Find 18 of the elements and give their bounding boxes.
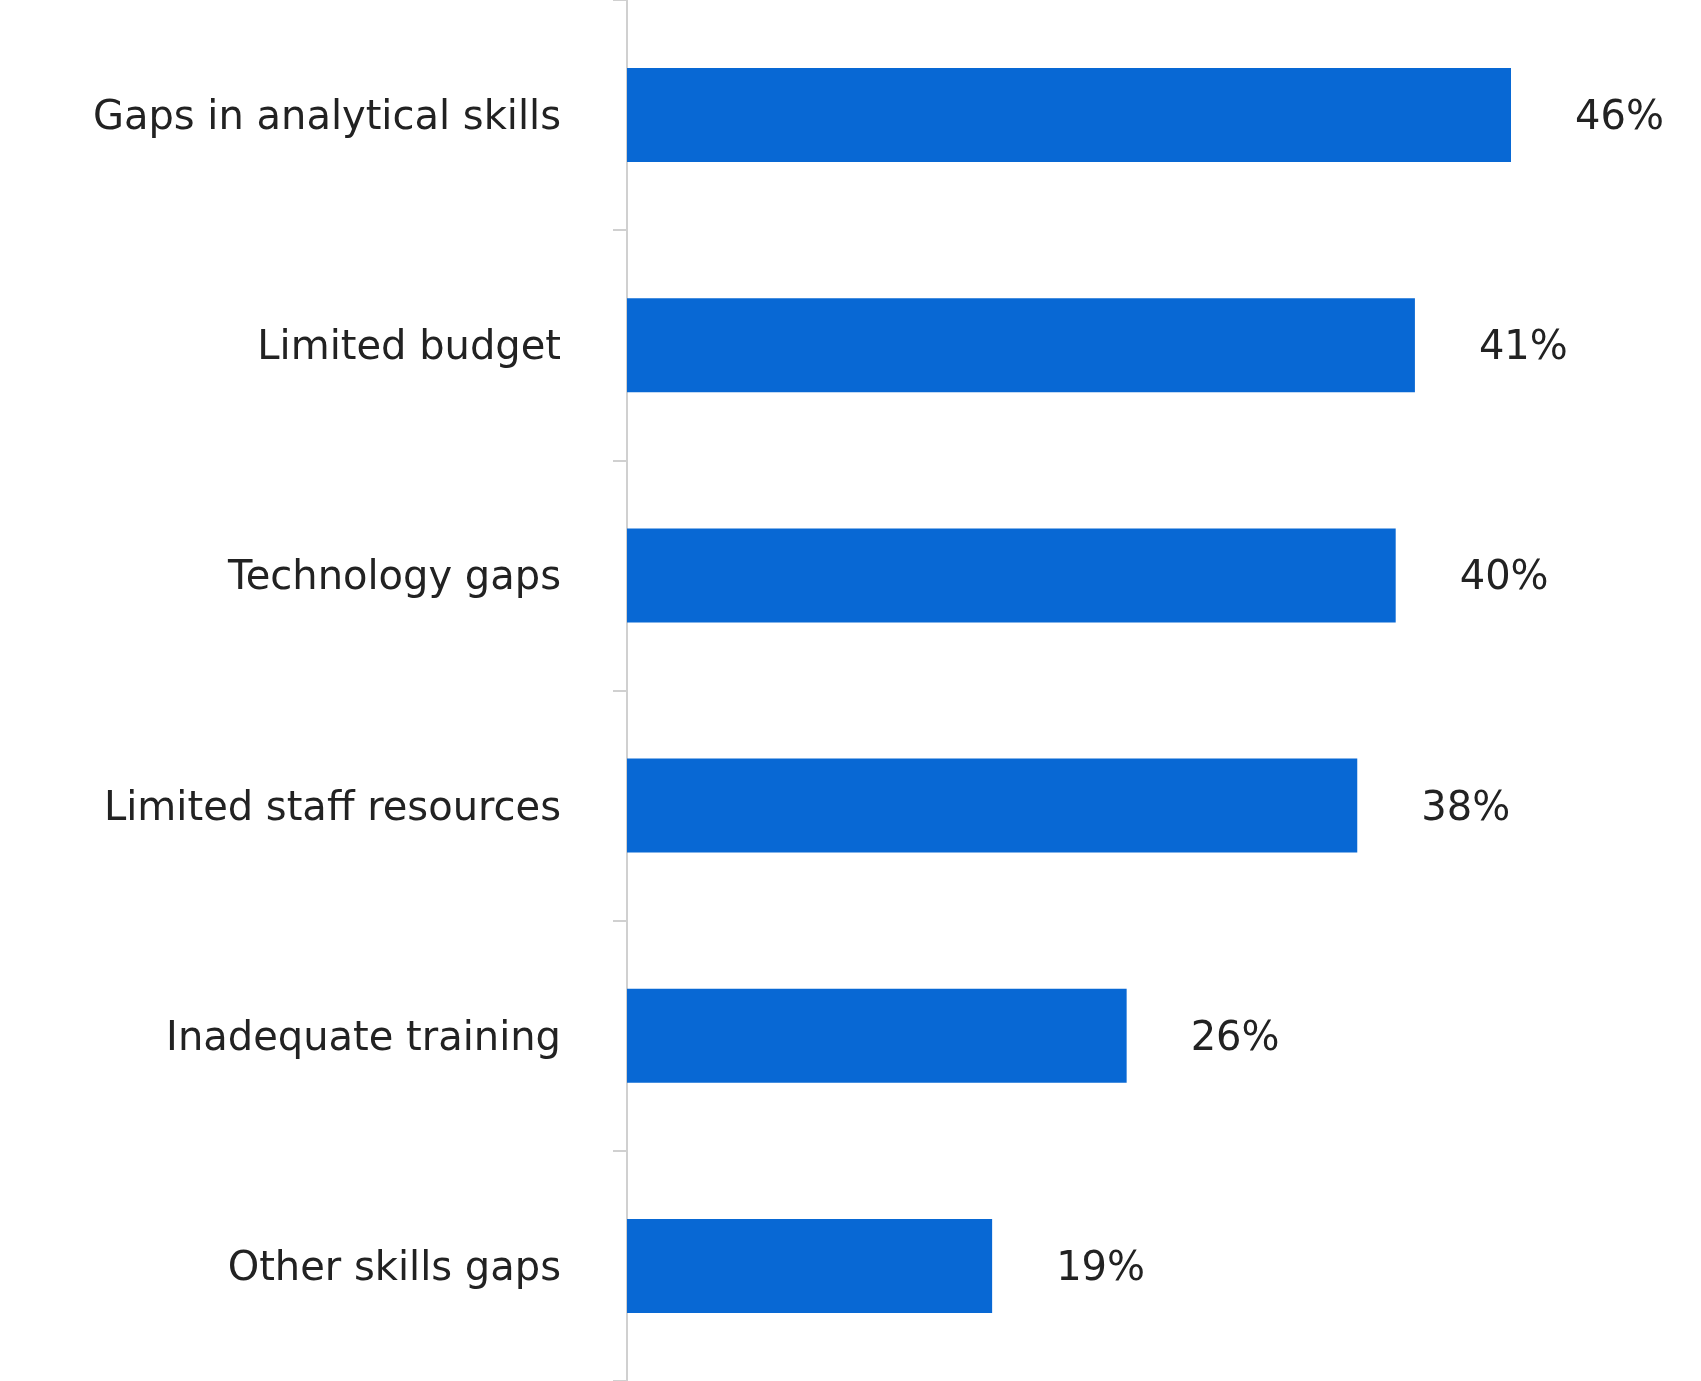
y-tick-label: Inadequate training xyxy=(166,1012,561,1059)
data-label: 46% xyxy=(1575,92,1664,139)
y-tick-label: Gaps in analytical skills xyxy=(92,92,561,139)
y-tick-label: Limited budget xyxy=(257,322,561,369)
data-label: 19% xyxy=(1056,1242,1146,1289)
y-tick-label: Limited staff resources xyxy=(103,782,561,829)
data-label: 41% xyxy=(1478,322,1568,369)
bar xyxy=(627,528,1396,623)
bar xyxy=(627,758,1358,853)
data-label: 40% xyxy=(1459,552,1549,599)
bar xyxy=(627,988,1127,1083)
y-tick-label: Other skills gaps xyxy=(227,1242,561,1289)
bar xyxy=(627,1218,993,1313)
y-tick-label: Technology gaps xyxy=(227,552,561,599)
data-label: 38% xyxy=(1421,782,1511,829)
data-label: 26% xyxy=(1190,1012,1280,1059)
bar xyxy=(627,298,1415,393)
bar xyxy=(627,68,1511,163)
